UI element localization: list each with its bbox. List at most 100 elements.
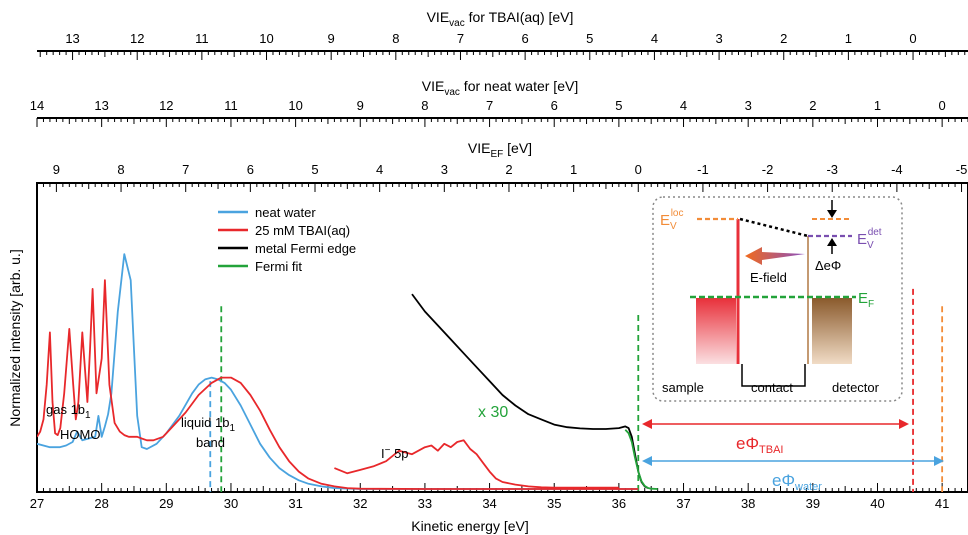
top-tick-label: 9 [328, 31, 335, 46]
top-tick-label: 12 [159, 98, 173, 113]
inset-ev-det-label: EVdet [857, 227, 882, 251]
inset-efield-arrow [745, 247, 805, 265]
bottom-tick-label: 27 [30, 496, 44, 511]
inset-sample-block [696, 298, 736, 364]
bottom-tick-label: 37 [676, 496, 690, 511]
top-tick-label: 4 [651, 31, 658, 46]
series-line [37, 253, 639, 490]
inset-detector-label: detector [832, 380, 880, 395]
top-tick-label: -5 [956, 162, 968, 177]
inset-efield-label: E-field [750, 270, 787, 285]
inset-diagram: EVloc EVdet ΔeΦ E-field EF sample contac… [652, 196, 903, 402]
legend-label-metal: metal Fermi edge [255, 241, 356, 256]
legend-label-fit: Fermi fit [255, 259, 302, 274]
annotation-band: band [196, 435, 225, 450]
y-axis-title: Normalized intensity [arb. u.] [7, 249, 23, 426]
top-tick-label: 8 [117, 162, 124, 177]
bottom-tick-label: 38 [741, 496, 755, 511]
top-tick-label: 9 [357, 98, 364, 113]
ephi-tbai-arrow [642, 419, 909, 429]
legend-label-tbai: 25 mM TBAI(aq) [255, 223, 350, 238]
bottom-tick-label: 35 [547, 496, 561, 511]
annotation-iodide: I− 5p [381, 445, 409, 461]
annotation-liquid: liquid 1b1 [181, 415, 235, 434]
top-tick-label: -2 [762, 162, 774, 177]
top-tick-label: 5 [586, 31, 593, 46]
bottom-axis-ticks: 27 28 29 30 31 32 33 34 35 36 37 38 39 40 41 [30, 483, 968, 511]
top-tick-label: 2 [809, 98, 816, 113]
top-tick-label: 8 [392, 31, 399, 46]
inset-delta-arrow-down [827, 210, 837, 218]
top-tick-label: 7 [182, 162, 189, 177]
top-tick-label: 4 [376, 162, 383, 177]
top-axis-ef: 9 8 7 6 5 4 3 2 1 0 -1 -2 -3 -4 -5 VIEEF [eV] [36, 140, 968, 192]
bottom-tick-label: 31 [288, 496, 302, 511]
top-tick-label: 11 [224, 98, 238, 113]
top-tick-label: 13 [65, 31, 79, 46]
top-tick-label: 3 [441, 162, 448, 177]
bottom-tick-label: 41 [935, 496, 949, 511]
bottom-tick-label: 40 [870, 496, 884, 511]
top-axis-ef-title: VIEEF [eV] [468, 140, 532, 160]
ephi-water-arrow [642, 456, 944, 466]
series-line [411, 293, 649, 489]
ephi-tbai-label: eΦTBAI [736, 434, 783, 456]
series-line [37, 279, 639, 490]
top-tick-label: 3 [715, 31, 722, 46]
top-tick-label: 11 [195, 31, 209, 46]
bottom-tick-label: 28 [94, 496, 108, 511]
bottom-tick-label: 32 [353, 496, 367, 511]
legend: neat water 25 mM TBAI(aq) metal Fermi ed… [218, 205, 356, 274]
top-tick-label: 13 [94, 98, 108, 113]
inset-detector-block [812, 298, 852, 364]
annotation-homo: HOMO [60, 427, 100, 442]
inset-delta-arrow-up [827, 238, 837, 246]
top-tick-label: 5 [311, 162, 318, 177]
top-tick-label: 0 [635, 162, 642, 177]
top-tick-label: 12 [130, 31, 144, 46]
top-axis-tbai-title: VIEvac for TBAI(aq) [eV] [427, 9, 574, 29]
top-axis-water: 14 13 12 11 10 9 8 7 6 5 4 3 2 1 0 VIEvac for neat wat… [30, 78, 968, 127]
top-tick-label: 6 [522, 31, 529, 46]
top-tick-label: 10 [288, 98, 302, 113]
bottom-tick-label: 33 [418, 496, 432, 511]
top-axis-tbai: 13 12 11 10 9 8 7 6 5 4 3 2 1 0 VIEvac for TBAI(aq) [… [37, 9, 968, 60]
top-tick-label: 6 [551, 98, 558, 113]
top-tick-label: 0 [909, 31, 916, 46]
top-tick-label: 6 [247, 162, 254, 177]
top-tick-label: 10 [259, 31, 273, 46]
top-axis-water-ticks: 14 13 12 11 10 9 8 7 6 5 4 3 2 1 0 [30, 98, 968, 127]
legend-label-water: neat water [255, 205, 316, 220]
bottom-tick-label: 29 [159, 496, 173, 511]
data-series [37, 253, 658, 490]
inset-delta-label: ΔeΦ [815, 258, 841, 273]
top-tick-label: 1 [845, 31, 852, 46]
bottom-tick-label: 34 [482, 496, 496, 511]
inset-sample-label: sample [662, 380, 704, 395]
top-axis-ef-ticks: 9 8 7 6 5 4 3 2 1 0 -1 -2 -3 -4 -5 [36, 162, 968, 192]
inset-contact-label: contact [751, 380, 793, 395]
annotation-gas: gas 1b1 [46, 402, 91, 421]
bottom-tick-label: 39 [806, 496, 820, 511]
top-tick-label: 1 [570, 162, 577, 177]
top-tick-label: -4 [891, 162, 903, 177]
series-line [624, 429, 658, 490]
top-tick-label: 8 [421, 98, 428, 113]
top-tick-label: 3 [745, 98, 752, 113]
top-tick-label: 7 [457, 31, 464, 46]
top-tick-label: 0 [939, 98, 946, 113]
top-tick-label: 1 [874, 98, 881, 113]
top-tick-label: 2 [505, 162, 512, 177]
top-axis-tbai-ticks: 13 12 11 10 9 8 7 6 5 4 3 2 1 0 [39, 31, 966, 60]
x-axis-title: Kinetic energy [eV] [411, 518, 529, 534]
top-tick-label: 9 [53, 162, 60, 177]
bottom-tick-label: 36 [612, 496, 626, 511]
top-tick-label: 2 [780, 31, 787, 46]
inset-ev-loc-label: EVloc [660, 208, 683, 232]
top-tick-label: -1 [697, 162, 709, 177]
inset-ef-label: EF [858, 290, 874, 310]
series-line [334, 439, 619, 489]
bottom-tick-label: 30 [224, 496, 238, 511]
annotation-scale: x 30 [478, 404, 508, 421]
top-tick-label: -3 [826, 162, 838, 177]
